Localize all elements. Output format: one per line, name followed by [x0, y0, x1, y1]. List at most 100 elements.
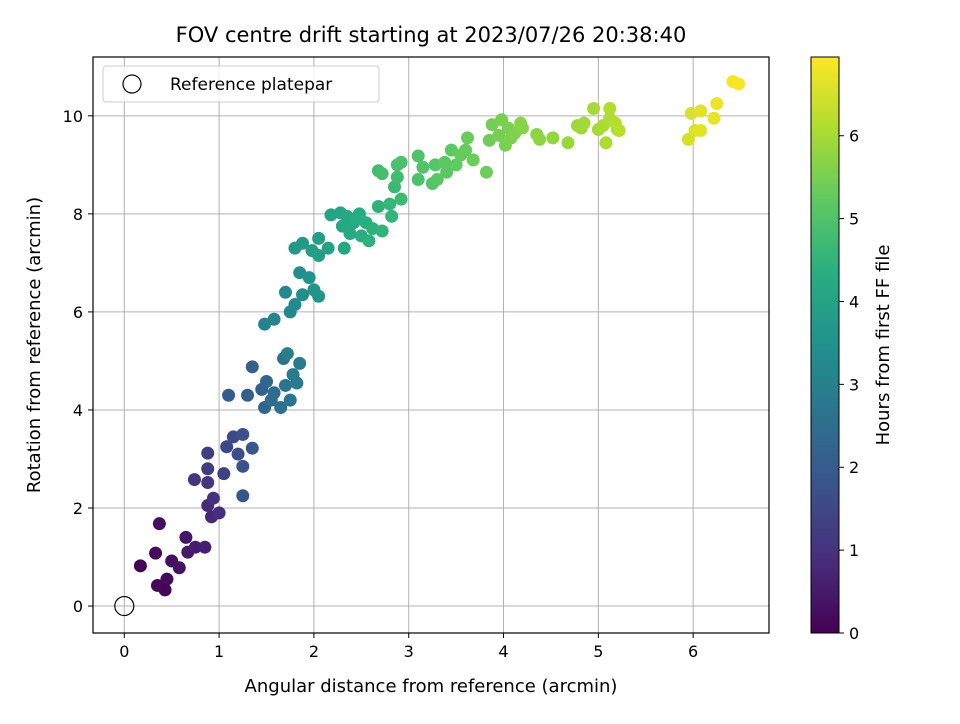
data-point: [312, 249, 326, 263]
data-point: [280, 347, 294, 361]
data-point: [694, 104, 708, 118]
colorbar-tick-label: 3: [849, 375, 859, 394]
data-point: [236, 459, 250, 473]
data-point: [179, 530, 193, 544]
colorbar-gradient: [810, 56, 840, 634]
data-point: [707, 111, 721, 125]
data-point: [459, 143, 473, 157]
data-point: [201, 462, 215, 476]
colorbar-tick-label: 0: [849, 624, 859, 643]
data-point: [371, 200, 385, 214]
x-tick-label: 1: [214, 642, 224, 661]
data-point: [416, 160, 430, 174]
data-point: [293, 356, 307, 370]
data-point: [160, 572, 174, 586]
data-point: [231, 447, 245, 461]
x-axis-label: Angular distance from reference (arcmin): [245, 676, 618, 697]
data-point: [220, 440, 234, 454]
reference-point-marker: [114, 595, 135, 617]
data-point: [312, 289, 326, 303]
data-point: [411, 149, 425, 163]
data-point: [245, 441, 259, 455]
data-point: [438, 155, 452, 169]
data-point: [133, 559, 147, 573]
data-point: [312, 231, 326, 245]
data-point: [343, 226, 357, 240]
data-point: [296, 288, 310, 302]
data-point: [236, 427, 250, 441]
data-point: [217, 467, 231, 481]
data-point: [587, 101, 601, 115]
data-point: [150, 578, 164, 592]
data-point: [201, 476, 215, 490]
y-axis-label: Rotation from reference (arcmin): [24, 197, 45, 493]
y-tick-label: 6: [73, 303, 83, 322]
data-point: [612, 124, 626, 138]
data-point: [260, 375, 274, 389]
data-point: [149, 546, 163, 560]
axis-ticks: 0 1 2 3 4 5 6 0 2 4 6 8 10: [63, 107, 699, 661]
data-point: [222, 388, 236, 402]
y-tick-label: 8: [73, 205, 83, 224]
data-point: [603, 101, 617, 115]
data-point: [321, 241, 335, 255]
data-point: [241, 388, 255, 402]
data-points: [114, 75, 746, 617]
data-point: [681, 132, 695, 146]
data-point: [288, 298, 302, 312]
data-point: [390, 170, 404, 184]
colorbar-tick-label: 2: [849, 458, 859, 477]
data-point: [394, 192, 408, 206]
data-point: [383, 197, 397, 211]
colorbar: 0 1 2 3 4 5 6 Hours from first FF file: [810, 56, 894, 643]
data-point: [440, 165, 454, 179]
colorbar-tick-label: 1: [849, 541, 859, 560]
colorbar-tick-label: 5: [849, 210, 859, 229]
data-point: [387, 180, 401, 194]
data-point: [411, 173, 425, 187]
y-tick-label: 2: [73, 499, 83, 518]
data-point: [152, 517, 166, 531]
data-point: [732, 77, 746, 91]
data-point: [296, 236, 310, 250]
y-tick-label: 0: [73, 597, 83, 616]
data-point: [514, 116, 528, 130]
data-point: [362, 234, 376, 248]
data-point: [352, 207, 366, 221]
legend-marker-icon: [122, 74, 142, 94]
data-point: [206, 491, 220, 505]
data-point: [302, 271, 316, 285]
data-point: [236, 489, 250, 503]
data-point: [385, 209, 399, 223]
data-point: [546, 131, 560, 145]
data-point: [187, 473, 201, 487]
data-point: [172, 561, 186, 575]
data-point: [201, 446, 215, 460]
data-point: [283, 393, 297, 407]
y-tick-label: 4: [73, 401, 83, 420]
data-point: [198, 540, 212, 554]
data-point: [267, 386, 281, 400]
grid-lines: [93, 57, 769, 633]
data-point: [290, 376, 304, 390]
data-point: [274, 401, 288, 415]
data-point: [694, 124, 708, 138]
data-point: [188, 540, 202, 554]
legend: Reference platepar: [102, 65, 380, 103]
x-tick-label: 6: [688, 642, 698, 661]
data-point: [466, 153, 480, 167]
legend-entry-reference: Reference platepar: [170, 75, 332, 95]
data-point: [599, 136, 613, 150]
data-point: [375, 167, 389, 181]
x-tick-label: 3: [404, 642, 414, 661]
data-point: [430, 173, 444, 187]
chart-title: FOV centre drift starting at 2023/07/26 …: [176, 23, 687, 47]
data-point: [533, 132, 547, 146]
data-point: [267, 312, 281, 326]
data-point: [337, 241, 351, 255]
x-tick-label: 2: [309, 642, 319, 661]
colorbar-tick-label: 6: [849, 127, 859, 146]
colorbar-tick-label: 4: [849, 292, 859, 311]
